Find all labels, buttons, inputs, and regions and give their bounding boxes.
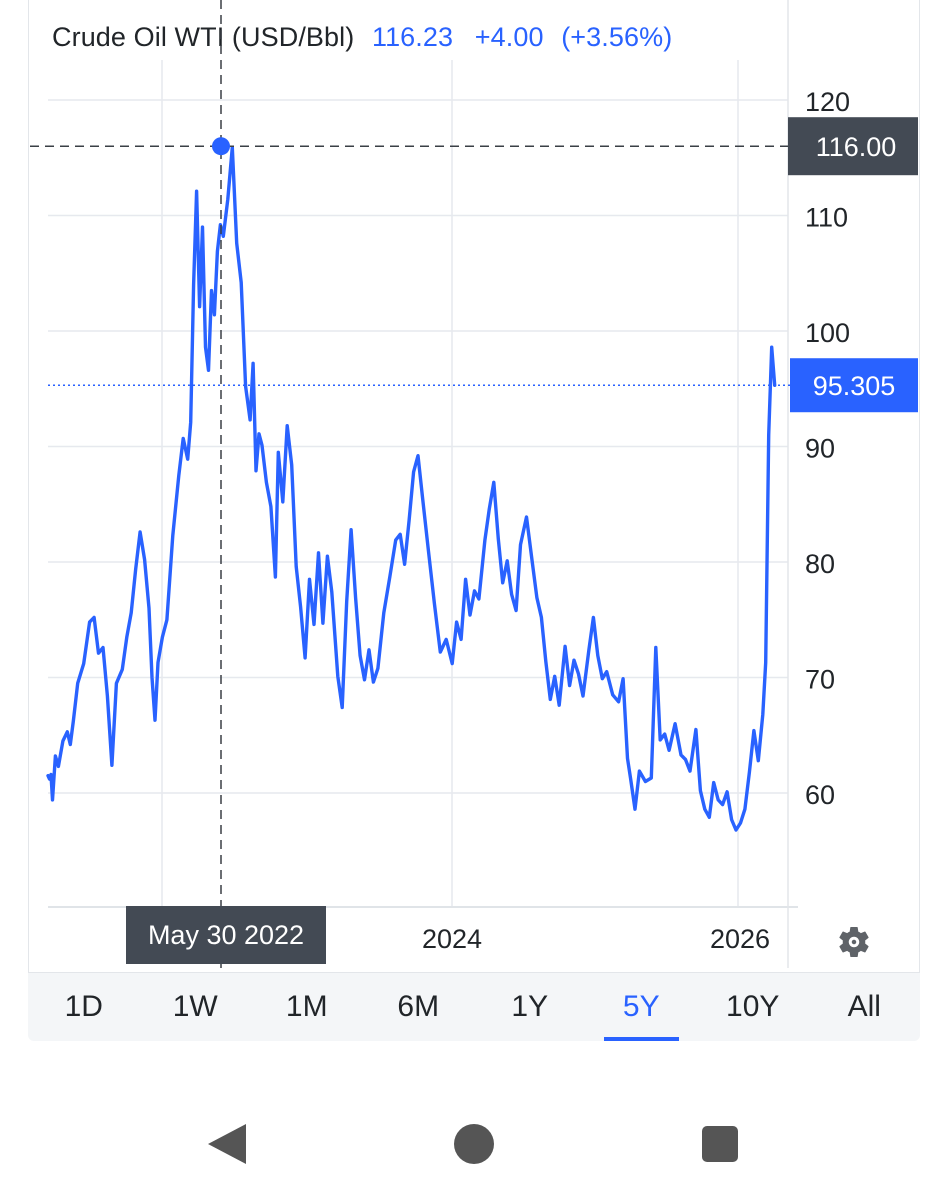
instrument-name: Crude Oil WTI (USD/Bbl) xyxy=(52,22,355,52)
y-tick-label: 110 xyxy=(805,203,848,233)
back-triangle-icon[interactable] xyxy=(208,1124,246,1164)
y-tick-label: 80 xyxy=(805,549,835,579)
x-tick-label: 2026 xyxy=(710,924,770,954)
y-tick-label: 120 xyxy=(805,87,850,117)
y-tick-label: 100 xyxy=(805,318,850,348)
y-tick-label: 70 xyxy=(805,665,835,695)
range-tabs: 1D 1W 1M 6M 1Y 5Y 10Y All xyxy=(28,972,920,1041)
chart-header: Crude Oil WTI (USD/Bbl) 116.23 +4.00 (+3… xyxy=(52,22,672,53)
price-series-line xyxy=(46,145,777,832)
x-tick-label: 2024 xyxy=(422,924,482,954)
last-price-badge xyxy=(790,358,918,413)
crosshair-date-badge xyxy=(126,906,326,964)
y-tick-label: 60 xyxy=(805,780,835,810)
crosshair-date-label: May 30 2022 xyxy=(148,920,304,950)
crosshair-value-label: 116.00 xyxy=(816,132,897,162)
tab-range-5y[interactable]: 5Y xyxy=(586,973,698,1041)
price-change: +4.00 xyxy=(474,22,544,52)
tab-range-all[interactable]: All xyxy=(847,990,881,1023)
recents-square-icon[interactable] xyxy=(702,1126,738,1162)
price-chart[interactable]: 60 70 80 90 100 110 120 2024 2026 95.305 116.00 May… xyxy=(0,0,949,972)
last-price-label: 95.305 xyxy=(813,371,896,401)
crosshair-point xyxy=(212,137,230,156)
tab-range-6m[interactable]: 6M xyxy=(397,990,440,1023)
home-circle-icon[interactable] xyxy=(454,1124,494,1164)
tab-range-1y[interactable]: 1Y xyxy=(511,990,549,1023)
tab-range-10y[interactable]: 10Y xyxy=(726,990,780,1023)
tab-range-1m[interactable]: 1M xyxy=(285,990,328,1023)
current-price: 116.23 xyxy=(371,22,454,52)
crosshair-value-badge xyxy=(788,117,918,176)
price-change-percent: (+3.56%) xyxy=(561,22,673,52)
tab-range-1w[interactable]: 1W xyxy=(172,990,218,1023)
y-tick-label: 90 xyxy=(805,434,835,464)
gear-icon[interactable] xyxy=(836,924,872,960)
tab-range-1d[interactable]: 1D xyxy=(64,990,103,1023)
